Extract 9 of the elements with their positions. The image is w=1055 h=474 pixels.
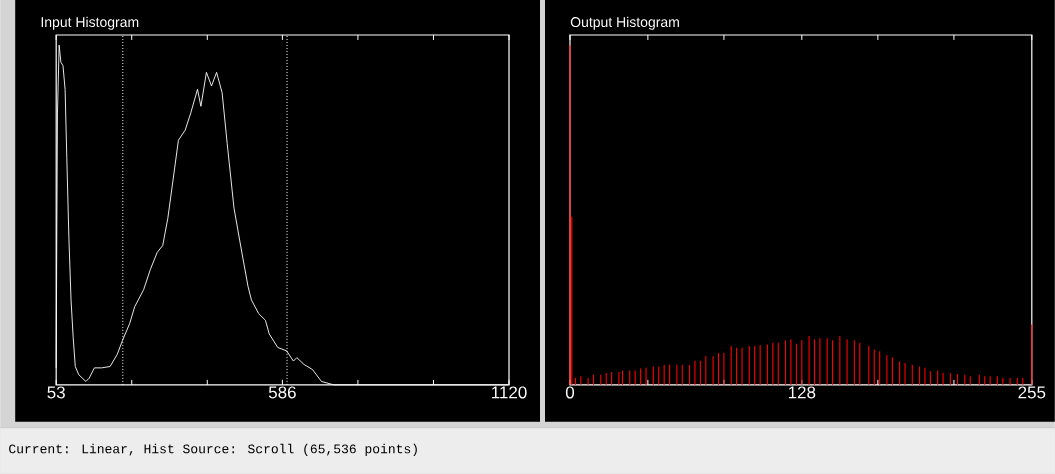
chart-title: Output Histogram [570,16,679,30]
x-tick-label: 586 [268,386,296,399]
text: Current: Linear, Hist Source: Scroll (65,536 points) [9,443,417,456]
chart-title: Input Histogram [41,16,139,30]
x-tick-label: 53 [47,386,65,399]
x-tick-label: 1120 [492,386,527,399]
x-tick-label: 0 [565,386,575,399]
x-tick-label: 255 [1018,386,1046,399]
x-tick-label: 128 [788,386,816,399]
